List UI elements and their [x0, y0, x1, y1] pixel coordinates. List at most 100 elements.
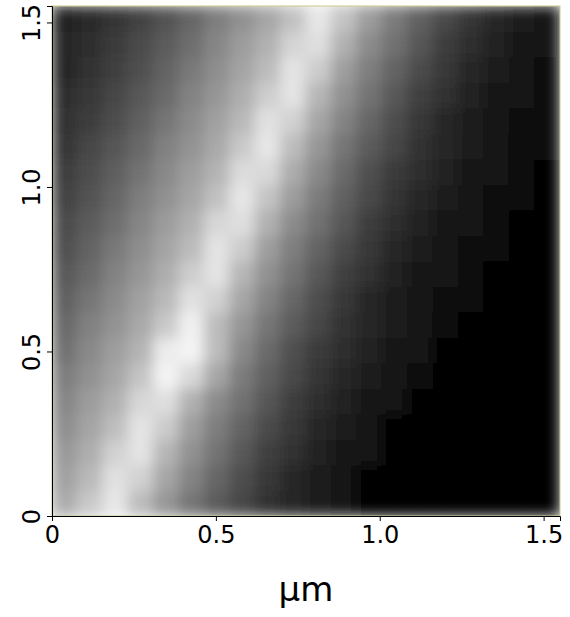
- cell: [534, 184, 560, 211]
- cell: [483, 286, 509, 313]
- cell: [382, 439, 408, 466]
- cell: [229, 312, 255, 339]
- cell: [356, 57, 382, 84]
- cell: [483, 235, 509, 262]
- cell: [458, 6, 484, 32]
- cell: [52, 261, 78, 288]
- cell: [407, 159, 433, 186]
- cell: [331, 490, 357, 516]
- cell: [52, 363, 78, 390]
- cell: [433, 312, 459, 339]
- cell: [280, 108, 306, 135]
- cell: [483, 388, 509, 415]
- cell: [407, 312, 433, 339]
- cells: [52, 6, 560, 516]
- cell: [534, 57, 560, 84]
- cell: [483, 439, 509, 466]
- cell: [204, 133, 230, 160]
- cell: [128, 363, 154, 390]
- cell: [331, 6, 357, 32]
- cell: [128, 6, 154, 32]
- cell: [77, 57, 103, 84]
- tick-label: 0.5: [197, 521, 235, 549]
- cell: [331, 57, 357, 84]
- cell: [331, 31, 357, 58]
- cell: [153, 235, 179, 262]
- cell: [128, 337, 154, 364]
- cell: [128, 286, 154, 313]
- tick: 0.5: [18, 333, 52, 371]
- tick-label: 1.0: [18, 168, 46, 206]
- cell: [179, 414, 205, 441]
- cell: [204, 363, 230, 390]
- cell: [179, 31, 205, 58]
- cell: [52, 210, 78, 237]
- cell: [407, 261, 433, 288]
- cell: [153, 82, 179, 109]
- cell: [407, 57, 433, 84]
- cell: [433, 337, 459, 364]
- cell: [128, 414, 154, 441]
- tick-label: 1.0: [361, 521, 399, 549]
- cell: [77, 363, 103, 390]
- cell: [356, 133, 382, 160]
- cell: [407, 414, 433, 441]
- cell: [52, 6, 78, 32]
- cell: [331, 82, 357, 109]
- cell: [534, 286, 560, 313]
- cell: [356, 490, 382, 516]
- cell: [128, 465, 154, 492]
- cell: [534, 159, 560, 186]
- cell: [407, 363, 433, 390]
- cell: [483, 261, 509, 288]
- cell: [382, 108, 408, 135]
- cell: [280, 312, 306, 339]
- cell: [509, 31, 535, 58]
- cells-clip: [52, 6, 560, 516]
- cell: [382, 261, 408, 288]
- cell: [255, 6, 281, 32]
- cell: [483, 133, 509, 160]
- cell: [433, 286, 459, 313]
- cell: [356, 261, 382, 288]
- cell: [128, 490, 154, 516]
- cell: [102, 414, 128, 441]
- cell: [483, 337, 509, 364]
- cell: [153, 439, 179, 466]
- cell: [407, 465, 433, 492]
- tick-mark: [47, 516, 52, 517]
- cell: [204, 82, 230, 109]
- cell: [407, 210, 433, 237]
- cell: [280, 414, 306, 441]
- cell: [356, 465, 382, 492]
- cell: [229, 31, 255, 58]
- cell: [382, 337, 408, 364]
- cell: [102, 465, 128, 492]
- cell: [102, 159, 128, 186]
- cell: [204, 490, 230, 516]
- cell: [306, 6, 332, 32]
- cell: [255, 184, 281, 211]
- cell: [483, 490, 509, 516]
- cell: [382, 312, 408, 339]
- cell: [534, 439, 560, 466]
- cell: [407, 133, 433, 160]
- cell: [179, 57, 205, 84]
- cell: [77, 261, 103, 288]
- cell: [204, 31, 230, 58]
- cell: [204, 465, 230, 492]
- cell: [204, 286, 230, 313]
- cell: [52, 133, 78, 160]
- cell: [102, 133, 128, 160]
- cell: [255, 337, 281, 364]
- cell: [306, 184, 332, 211]
- cell: [52, 286, 78, 313]
- tick: 1.5: [18, 4, 52, 42]
- cell: [77, 235, 103, 262]
- axis-line: [47, 7, 53, 517]
- cell: [458, 312, 484, 339]
- cell: [382, 363, 408, 390]
- cell: [509, 82, 535, 109]
- cell: [77, 159, 103, 186]
- cell: [407, 286, 433, 313]
